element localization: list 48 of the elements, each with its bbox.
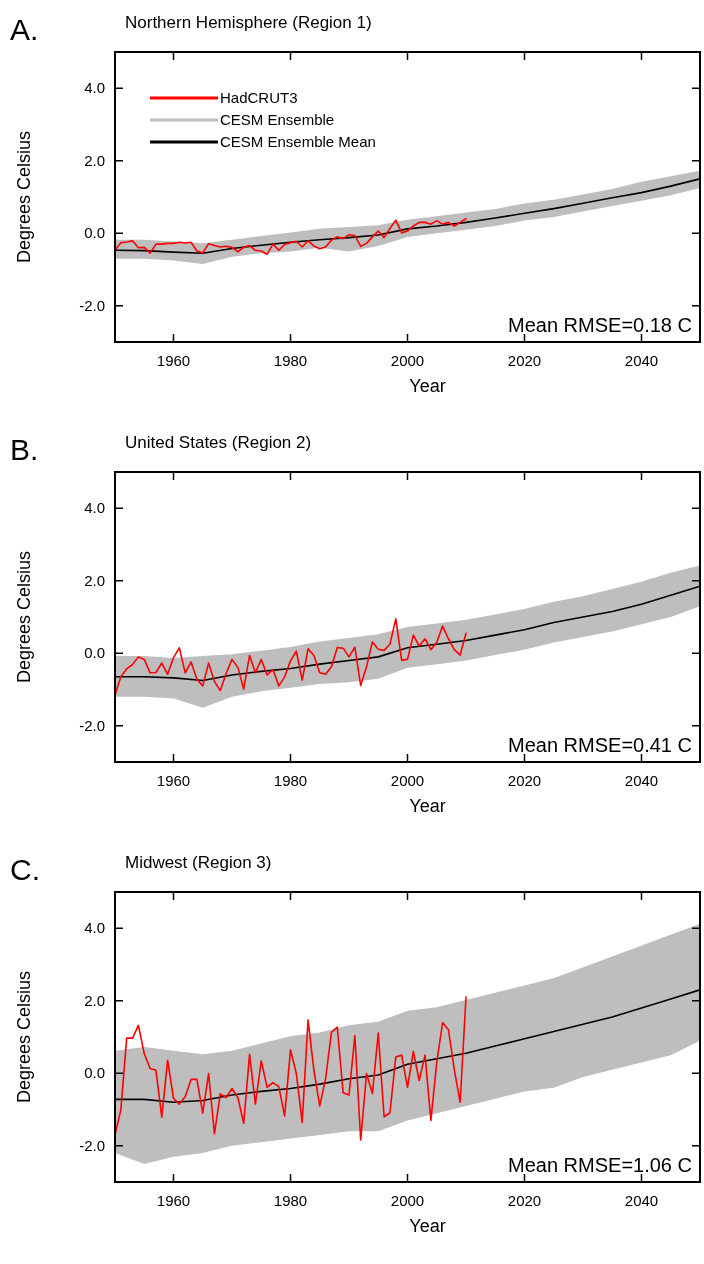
x-tick-label: 1960 [156,772,191,789]
line-series [115,618,467,696]
y-tick-label: 4.0 [84,79,105,97]
line-series [115,996,467,1141]
chart-title: Midwest (Region 3) [125,853,272,872]
chart-title: Northern Hemisphere (Region 1) [125,13,372,32]
x-tick-label: 2040 [624,1192,659,1209]
y-tick-label: 4.0 [84,499,105,517]
text: A. [10,13,39,46]
x-tick-label: 1960 [156,352,191,369]
annotation: Mean RMSE=0.18 C [508,314,692,336]
y-tick-label: -2.0 [79,296,105,314]
annotation: Mean RMSE=0.41 C [508,734,692,756]
y-tick-label: 0.0 [84,1064,105,1082]
legend-label: CESM Ensemble Mean [220,133,376,150]
y-axis-title: Degrees Celsius [14,970,34,1104]
legend-label: CESM Ensemble [220,111,335,128]
text: B. [10,433,39,466]
line-series [115,217,467,256]
y-tick-label: -2.0 [79,716,105,734]
y-tick-label: -2.0 [79,1136,105,1154]
x-tick-label: 1980 [273,772,308,789]
x-tick-label: 2040 [624,352,659,369]
x-tick-label: 1960 [156,1192,191,1209]
x-tick-label: 2020 [507,772,542,789]
x-tick-label: 2000 [390,1192,425,1209]
x-tick-label: 1980 [273,352,308,369]
x-axis-title: Year [409,796,446,816]
x-tick-label: 2020 [507,1192,542,1209]
x-axis-title: Year [409,1216,446,1236]
x-tick-label: 2000 [390,352,425,369]
y-tick-label: 4.0 [84,919,105,937]
x-tick-label: 1980 [273,1192,308,1209]
y-axis-title: Degrees Celsius [14,550,34,684]
x-axis-title: Year [409,376,446,396]
x-tick-label: 2040 [624,772,659,789]
y-tick-label: 0.0 [84,644,105,662]
text: C. [10,853,40,886]
y-tick-label: 2.0 [84,151,105,169]
x-tick-label: 2000 [390,772,425,789]
x-tick-label: 2020 [507,352,542,369]
legend-label: HadCRUT3 [220,89,298,106]
chart-title: United States (Region 2) [125,433,312,452]
y-tick-label: 0.0 [84,224,105,242]
annotation: Mean RMSE=1.06 C [508,1154,692,1176]
y-axis-title: Degrees Celsius [14,130,34,264]
y-tick-label: 2.0 [84,991,105,1009]
y-tick-label: 2.0 [84,571,105,589]
